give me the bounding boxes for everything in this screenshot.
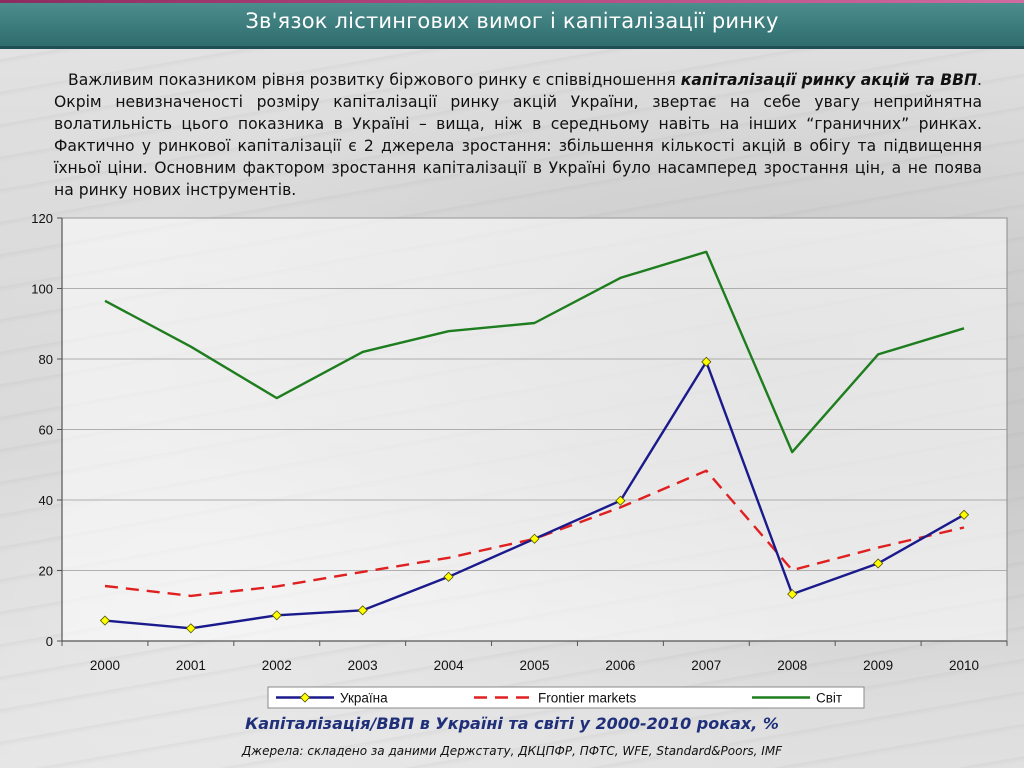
x-tick-label-2009: 2009: [863, 658, 893, 673]
legend-box: [267, 686, 865, 709]
data-point-ukraine-2008: [787, 589, 798, 600]
x-tick-label-2008: 2008: [777, 658, 807, 673]
line-chart: 0 20 40 60 80 100 120 2000 2001 2002 2003 2004 2005 2…: [31, 211, 1008, 709]
data-point-ukraine-2003: [357, 605, 368, 616]
chart-caption: Капіталізація/ВВП в Україні та світі у 2…: [0, 714, 1024, 733]
caption-main: Капіталізація/ВВП в Україні та світі у 2…: [245, 714, 752, 733]
x-tick-label-2010: 2010: [949, 658, 979, 673]
data-point-ukraine-2006: [615, 495, 626, 506]
y-tick-label-80: 80: [39, 352, 53, 367]
y-tick-label-20: 20: [39, 564, 53, 579]
legend-label-2: Світ: [816, 691, 842, 706]
slide-title: Зв'язок лістингових вимог і капіталізаці…: [245, 9, 779, 33]
x-tick-label-2005: 2005: [519, 658, 549, 673]
legend-label-1: Frontier markets: [538, 691, 637, 706]
y-tick-label-60: 60: [39, 423, 53, 438]
x-tick-label-2006: 2006: [605, 658, 635, 673]
paragraph-text-2: . Окрім невизначеності розміру капіталіз…: [54, 71, 982, 199]
data-point-ukraine-2001: [185, 623, 196, 634]
x-tick-label-2003: 2003: [348, 658, 378, 673]
data-point-ukraine-2004: [443, 571, 454, 582]
x-tick-label-2001: 2001: [176, 658, 206, 673]
paragraph-text-1: Важливим показником рівня розвитку біржо…: [68, 71, 681, 89]
series-line-world: [104, 250, 965, 454]
y-tick-label-120: 120: [31, 211, 53, 226]
data-point-ukraine-2007: [701, 356, 712, 367]
x-tick-label-2002: 2002: [262, 658, 292, 673]
caption-unit: , %: [751, 714, 779, 733]
data-point-ukraine-2002: [271, 610, 282, 621]
x-tick-label-2000: 2000: [90, 658, 120, 673]
body-paragraph: Важливим показником рівня розвитку біржо…: [54, 69, 982, 201]
y-tick-label-0: 0: [46, 634, 53, 649]
paragraph-emphasis: капіталізації ринку акцій та ВВП: [680, 71, 978, 89]
y-tick-label-40: 40: [39, 493, 53, 508]
data-point-ukraine-2005: [529, 533, 540, 544]
legend-marker-0: [299, 692, 311, 703]
source-note: Джерела: складено за даними Держстату, Д…: [241, 744, 783, 758]
title-bar: Зв'язок лістингових вимог і капіталізаці…: [0, 0, 1024, 49]
x-tick-label-2004: 2004: [434, 658, 465, 673]
data-point-ukraine-2009: [873, 558, 884, 569]
data-point-ukraine-2000: [99, 615, 111, 626]
y-tick-label-100: 100: [31, 282, 53, 297]
x-tick-label-2007: 2007: [691, 658, 721, 673]
legend-label-0: Україна: [340, 691, 388, 706]
series-line-frontier-markets: [104, 469, 965, 598]
data-point-ukraine-2010: [958, 509, 970, 520]
